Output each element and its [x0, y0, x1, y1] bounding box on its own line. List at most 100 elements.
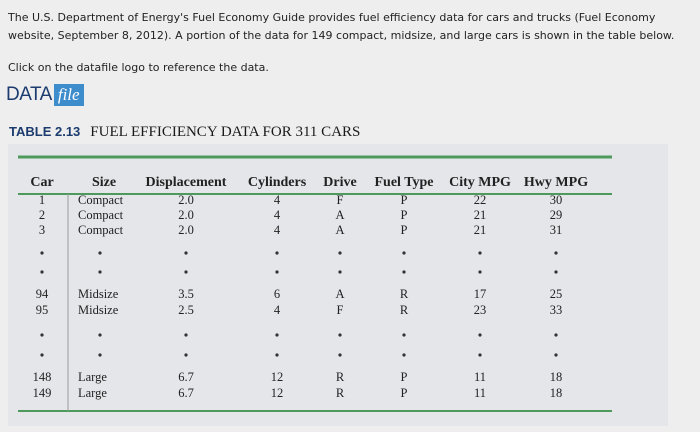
table-cell: 17 [474, 287, 487, 301]
column-header: Fuel Type [375, 175, 434, 190]
table-cell: A [335, 287, 344, 301]
ellipsis-dot [184, 251, 188, 255]
ellipsis-dot [184, 270, 188, 274]
ellipsis-dot [338, 270, 342, 274]
table-cell: P [401, 193, 408, 207]
logo-data[interactable]: DATA [6, 84, 52, 105]
table-background [8, 144, 668, 426]
logo-file[interactable]: file [53, 84, 84, 106]
table-cell: 2.0 [178, 208, 194, 222]
ellipsis-dot [98, 353, 102, 357]
table-cell: 11 [474, 370, 486, 384]
table-cell: 4 [274, 223, 281, 237]
table-cell: R [336, 386, 345, 400]
column-header: Car [30, 175, 53, 190]
table-cell: 4 [274, 208, 281, 222]
table-cell: 6 [274, 287, 280, 301]
table-cell: 6.7 [178, 386, 194, 400]
ellipsis-dot [554, 251, 558, 255]
ellipsis-dot [478, 333, 482, 337]
table-cell: A [335, 208, 344, 222]
table-cell: 95 [36, 303, 49, 317]
ellipsis-dot [478, 270, 482, 274]
datafile-logo[interactable]: DATA file [6, 84, 84, 106]
table-cell: 30 [550, 193, 563, 207]
table-cell: A [335, 223, 344, 237]
table-cell: 6.7 [178, 370, 194, 384]
ellipsis-dot [40, 333, 44, 337]
table-cell: 23 [474, 303, 487, 317]
table-cell: Compact [78, 193, 124, 207]
column-header: City MPG [449, 175, 511, 190]
table-cell: 149 [33, 386, 52, 400]
ellipsis-dot [275, 270, 279, 274]
table-cell: R [336, 370, 345, 384]
table-title: FUEL EFFICIENCY DATA FOR 311 CARS [90, 124, 361, 140]
table-cell: 18 [550, 386, 563, 400]
column-header: Size [92, 175, 116, 190]
table-cell: Midsize [78, 303, 119, 317]
ellipsis-dot [338, 353, 342, 357]
ellipsis-dot [402, 251, 406, 255]
table-cell: 2.0 [178, 193, 194, 207]
table-cell: Midsize [78, 287, 119, 301]
table-cell: 4 [274, 193, 281, 207]
column-header: Displacement [146, 175, 227, 190]
table-cell: 22 [474, 193, 487, 207]
instruction: Click on the datafile logo to reference … [8, 61, 269, 74]
table-cell: 1 [39, 193, 45, 207]
table-cell: 25 [550, 287, 563, 301]
ellipsis-dot [98, 251, 102, 255]
table-cell: 3 [39, 223, 45, 237]
ellipsis-dot [402, 333, 406, 337]
table-cell: F [337, 193, 344, 207]
table-cell: 4 [274, 303, 281, 317]
table-cell: 12 [271, 386, 284, 400]
ellipsis-dot [40, 251, 44, 255]
table-cell: 31 [550, 223, 563, 237]
ellipsis-dot [402, 270, 406, 274]
table-cell: Compact [78, 223, 124, 237]
table-cell: 12 [271, 370, 284, 384]
ellipsis-dot [98, 270, 102, 274]
ellipsis-dot [40, 353, 44, 357]
ellipsis-dot [184, 333, 188, 337]
table-cell: R [400, 287, 409, 301]
table-cell: 148 [33, 370, 52, 384]
ellipsis-dot [402, 353, 406, 357]
ellipsis-dot [275, 353, 279, 357]
column-header: Drive [323, 175, 356, 190]
ellipsis-dot [184, 353, 188, 357]
column-header: Hwy MPG [524, 175, 588, 190]
table-cell: F [337, 303, 344, 317]
intro-paragraph: The U.S. Department of Energy's Fuel Eco… [8, 11, 675, 42]
table-caption: TABLE 2.13 FUEL EFFICIENCY DATA FOR 311 C… [9, 124, 360, 141]
ellipsis-dot [40, 270, 44, 274]
table-cell: Large [78, 386, 107, 400]
table-cell: 29 [550, 208, 563, 222]
table-cell: P [401, 208, 408, 222]
table-cell: 94 [36, 287, 49, 301]
table-cell: 11 [474, 386, 486, 400]
ellipsis-dot [478, 353, 482, 357]
ellipsis-dot [554, 353, 558, 357]
ellipsis-dot [275, 251, 279, 255]
table-cell: P [401, 223, 408, 237]
ellipsis-dot [275, 333, 279, 337]
table-cell: P [401, 386, 408, 400]
column-header: Cylinders [248, 175, 307, 190]
table-cell: 21 [474, 223, 487, 237]
ellipsis-dot [98, 333, 102, 337]
table-cell: 2.0 [178, 223, 194, 237]
table-cell: 21 [474, 208, 487, 222]
table-cell: Compact [78, 208, 124, 222]
table-cell: Large [78, 370, 107, 384]
ellipsis-dot [338, 251, 342, 255]
ellipsis-dot [338, 333, 342, 337]
table-cell: 3.5 [178, 287, 194, 301]
ellipsis-dot [554, 270, 558, 274]
table-cell: P [401, 370, 408, 384]
table-cell: 18 [550, 370, 563, 384]
